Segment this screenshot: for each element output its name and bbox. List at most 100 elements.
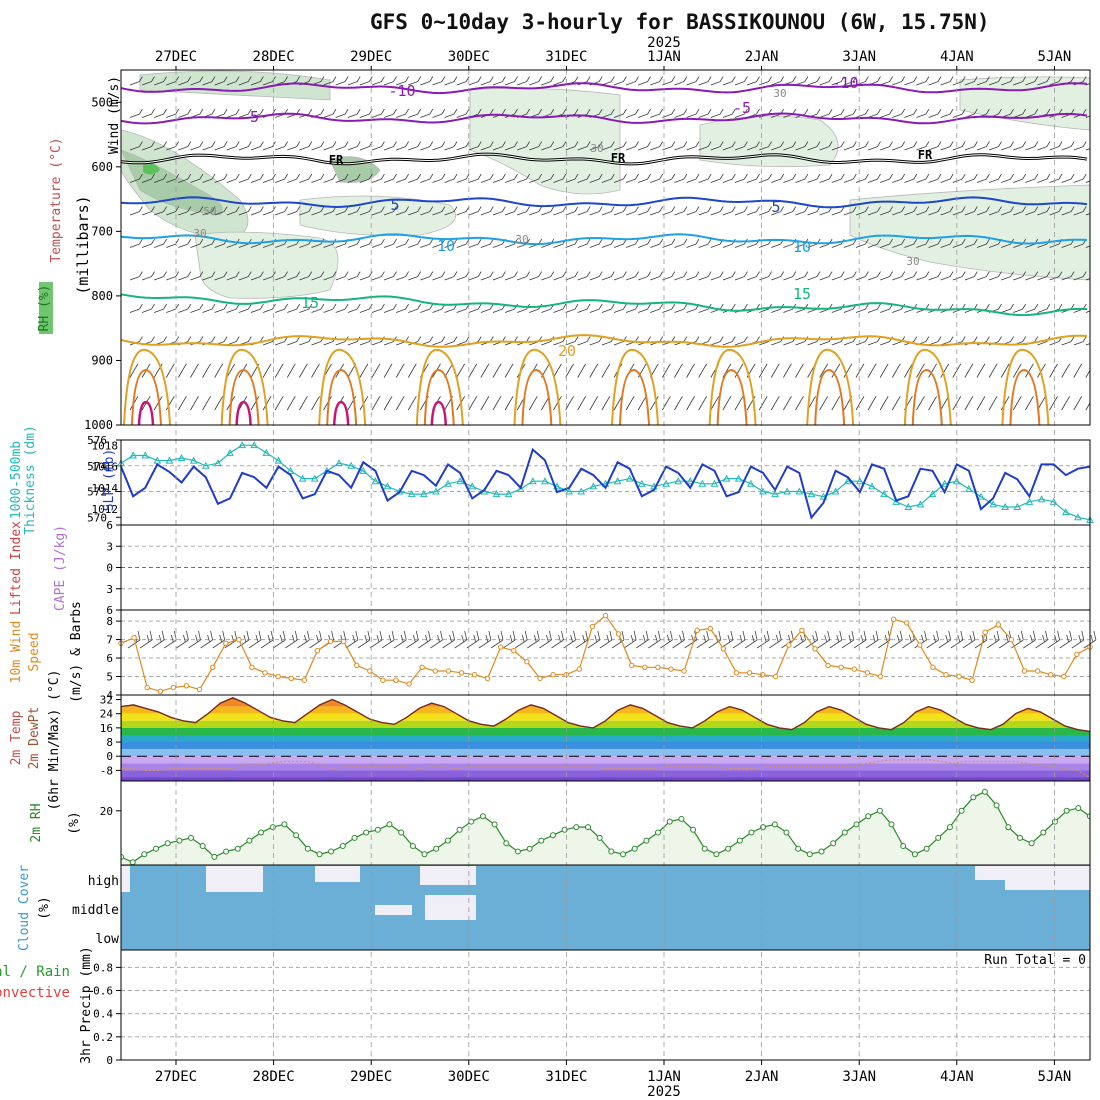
wind-barb [299,271,313,281]
wind-barb [299,336,313,346]
wind-barb [867,303,881,313]
thickness-point [674,477,683,485]
isotherm-20-core [708,348,757,425]
rh-point [374,826,381,833]
wind-barb [335,173,349,183]
wind-barb [855,173,869,183]
isotherm-25-core [423,368,455,425]
wind10-point [799,627,805,633]
wind-barb [492,141,506,151]
wind-barb [916,396,925,411]
wind-barb [674,336,688,346]
wind-barb [178,141,192,151]
wind-barb [323,141,337,151]
rh-point [339,843,346,849]
wind-barb [904,206,918,216]
wind-barb [359,108,373,118]
wind-barb [166,303,180,313]
thickness-point [795,487,804,495]
y-tick-label: 20 [100,805,113,818]
wind-barb [565,238,579,248]
wind-barb [129,141,143,151]
contour-label: 5 [390,196,399,214]
wind-barb [686,206,700,216]
wind10-point [969,677,975,683]
isotherm-25-core [1009,368,1041,425]
isotherm-fr-core [121,153,1088,165]
wind-barb [698,206,712,216]
date-label-top: 28DEC [253,49,295,65]
wind-barb [698,173,712,183]
wind10-barb [865,630,879,649]
thickness-point [528,477,537,485]
wind-barb [468,76,482,86]
wind10-barb [648,630,661,649]
wind10-barb [817,630,831,649]
wind-barb [238,271,252,281]
wind10-barb [430,630,443,649]
thickness-point [807,490,816,498]
label-rh: RH (%) [37,285,52,332]
wind-barb [371,108,385,118]
wind10-point [773,673,779,680]
wind-barb [674,141,688,151]
y-tick-label: 5 [106,671,113,684]
wind10-barb [527,630,540,649]
wind-barb [783,396,792,411]
rh-point [421,851,428,858]
wind-barb [976,396,986,411]
wind-barb [831,303,845,313]
isotherm-25-core [619,368,650,425]
wind-barb [1049,396,1058,411]
y-tick-label: 1014 [92,482,119,495]
wind-barb [904,271,918,281]
date-label-bottom: 30DEC [448,1069,490,1085]
thickness-point [928,490,937,498]
wind10-speed-line [120,614,1091,692]
y-tick-label: 500 [91,95,113,109]
wind-barb [674,206,688,216]
wind-barb [468,396,478,411]
wind-barb [141,271,155,281]
wind-barb [287,206,301,216]
wind-barb [504,363,514,378]
wind-barb [178,238,192,248]
wind-barb [371,238,385,248]
label-wind10-2: Speed [27,632,42,671]
wind-barb [601,396,611,411]
y-tick-label: 0.2 [93,1031,113,1044]
wind-barb [226,173,240,183]
cloud-level-high: high [88,874,119,889]
rh-point [468,818,475,825]
wind-barb [892,206,906,216]
wind-barb [734,206,748,216]
temp-max-bar [1003,699,1010,718]
wind-barb [396,76,409,86]
wind-barb [178,76,192,86]
wind-barb [589,363,599,378]
wind-barb [250,76,264,86]
thickness-point [577,487,586,495]
wind-barb [529,141,543,151]
thickness-point [831,487,840,495]
wind-barb [190,206,204,216]
wind-barb [589,303,603,313]
thickness-point [783,487,792,495]
wind-barb [940,271,954,281]
wind10-point [249,664,255,670]
wind-barb [759,271,772,281]
wind-barb [1061,336,1075,346]
wind-barb [783,363,792,378]
wind-barb [347,303,361,313]
wind-barb [565,363,574,378]
thickness-point [468,482,477,490]
wind-barb [650,303,664,313]
wind-barb [807,76,821,86]
thickness-point [1001,502,1010,510]
isotherm-25-core [521,368,553,425]
isotherm-25-core [814,368,846,425]
rh-point [795,845,802,852]
wind-barb [480,303,494,313]
wind-barb [976,141,990,151]
contour-label: -10 [831,74,858,92]
